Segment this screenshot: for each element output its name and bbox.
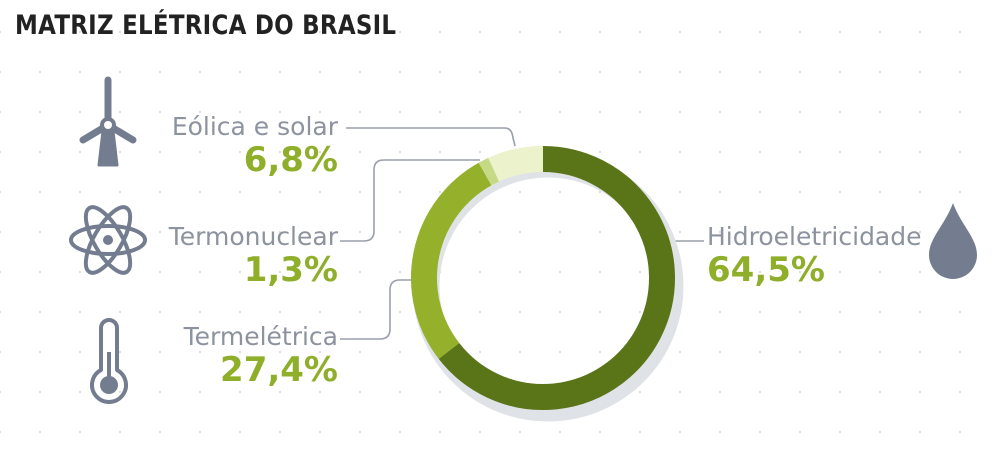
- thermometer-icon: [90, 318, 128, 404]
- label-termonuclear: Termonuclear 1,3%: [169, 222, 338, 288]
- label-hidroeletricidade-name: Hidroeletricidade: [707, 222, 922, 251]
- donut-slice-e-lica-e-solar: [488, 146, 544, 182]
- label-termonuclear-value: 1,3%: [243, 250, 338, 290]
- label-eolica-solar-value: 6,8%: [243, 140, 338, 180]
- leader-line-termeletrica: [340, 279, 413, 340]
- leader-line-eolica: [346, 127, 516, 147]
- label-eolica-solar-name: Eólica e solar: [171, 112, 338, 141]
- label-termeletrica-value: 27,4%: [220, 350, 338, 390]
- label-hidroeletricidade: Hidroeletricidade 64,5%: [707, 222, 922, 288]
- donut-slice-termonuclear: [478, 157, 500, 186]
- label-termeletrica-name: Termelétrica: [183, 322, 338, 351]
- label-termonuclear-name: Termonuclear: [168, 222, 338, 251]
- donut-slice-hidroeletricidade: [438, 146, 675, 410]
- wind-turbine-icon: [79, 76, 137, 167]
- atom-icon: [69, 205, 147, 275]
- chart-title: MATRIZ ELÉTRICA DO BRASIL: [15, 10, 397, 41]
- label-termeletrica: Termelétrica 27,4%: [184, 322, 338, 388]
- label-hidroeletricidade-value: 64,5%: [707, 250, 825, 290]
- donut-slice-termel-trica: [411, 162, 492, 359]
- label-eolica-solar: Eólica e solar 6,8%: [172, 112, 338, 178]
- leader-line-termonuclear: [340, 159, 480, 242]
- water-drop-icon: [929, 203, 977, 279]
